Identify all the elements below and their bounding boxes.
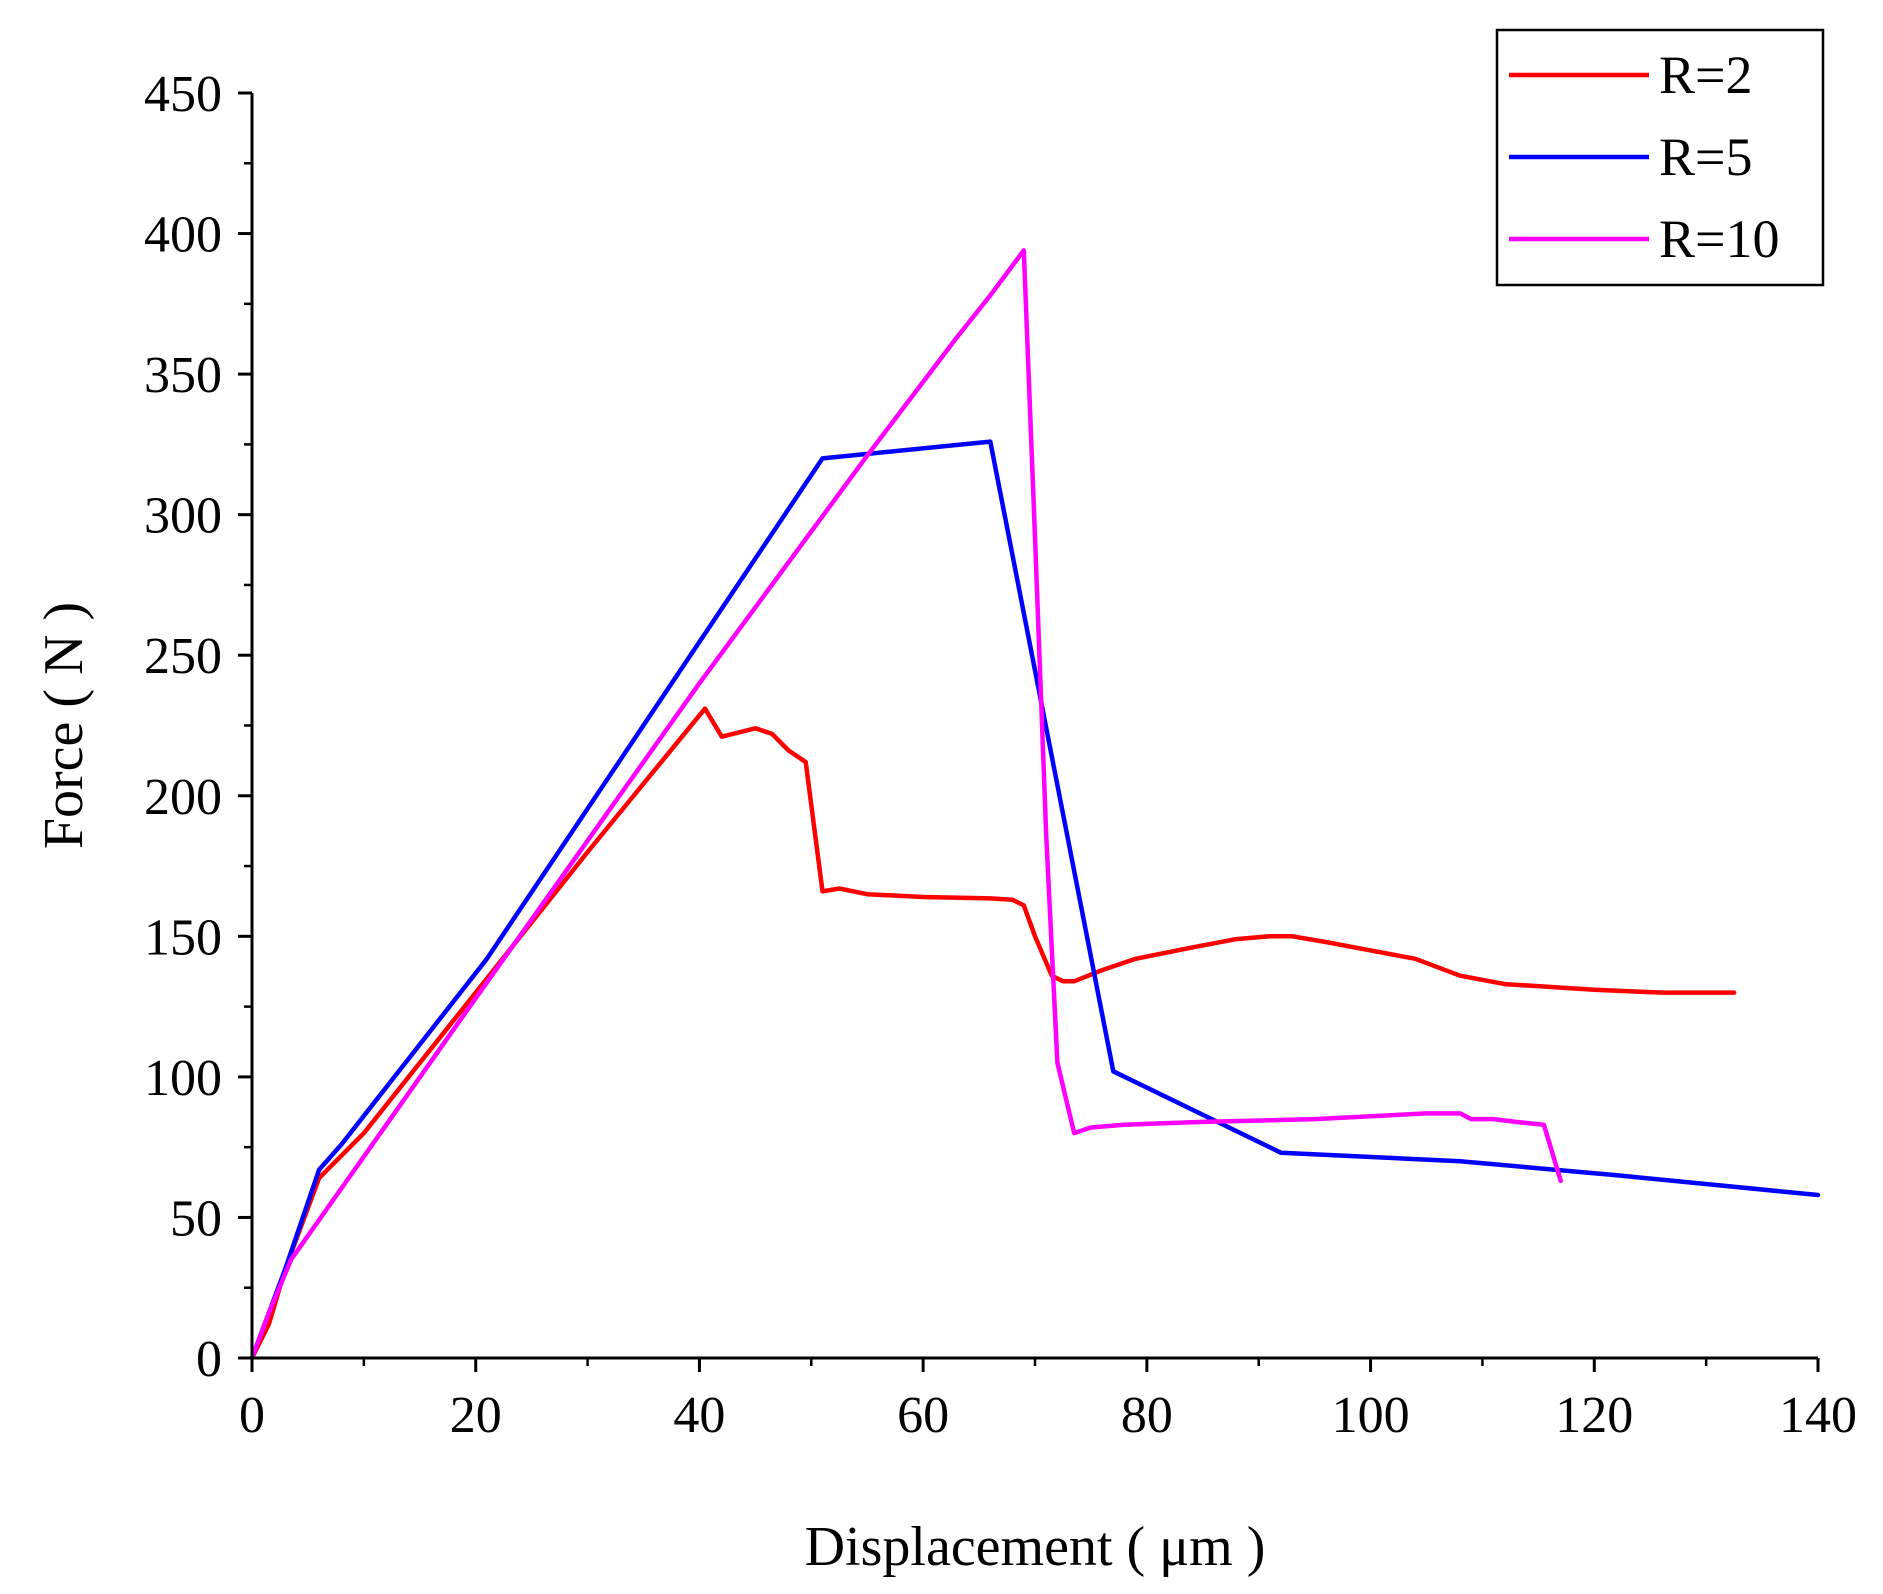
y-tick-label: 0: [196, 1331, 222, 1388]
legend-label: R=10: [1659, 209, 1779, 269]
y-tick-label: 450: [144, 66, 222, 123]
legend-label: R=5: [1659, 127, 1752, 187]
y-tick-label: 150: [144, 909, 222, 966]
x-tick-label: 40: [673, 1387, 725, 1444]
axes-layer: 0 20 40 60 80 100 120 140 0 50 100 150 200 250 300 350 4…: [144, 66, 1857, 1444]
y-tick-label: 100: [144, 1050, 222, 1107]
x-tick-label: 80: [1121, 1387, 1173, 1444]
x-tick-label: 120: [1555, 1387, 1633, 1444]
x-tick-label: 0: [239, 1387, 265, 1444]
x-axis-title: Displacement ( μm ): [805, 1516, 1266, 1578]
y-tick-label: 300: [144, 488, 222, 545]
series-line-r-5: [249, 439, 1821, 1361]
x-tick-label: 60: [897, 1387, 949, 1444]
x-tick-label: 20: [450, 1387, 502, 1444]
legend-label: R=2: [1659, 45, 1752, 105]
series-line-r-2: [249, 706, 1737, 1361]
x-tick-label: 100: [1332, 1387, 1410, 1444]
legend: R=2 R=5 R=10: [1495, 28, 1825, 287]
series-layer: [249, 248, 1821, 1361]
y-axis-title: Force ( N ): [33, 602, 95, 849]
y-tick-label: 250: [144, 628, 222, 685]
y-tick-label: 50: [170, 1190, 222, 1247]
y-tick-label: 400: [144, 207, 222, 264]
x-tick-label: 140: [1779, 1387, 1857, 1444]
y-tick-label: 200: [144, 769, 222, 826]
y-tick-label: 350: [144, 347, 222, 404]
series-line-r-10: [249, 248, 1563, 1361]
